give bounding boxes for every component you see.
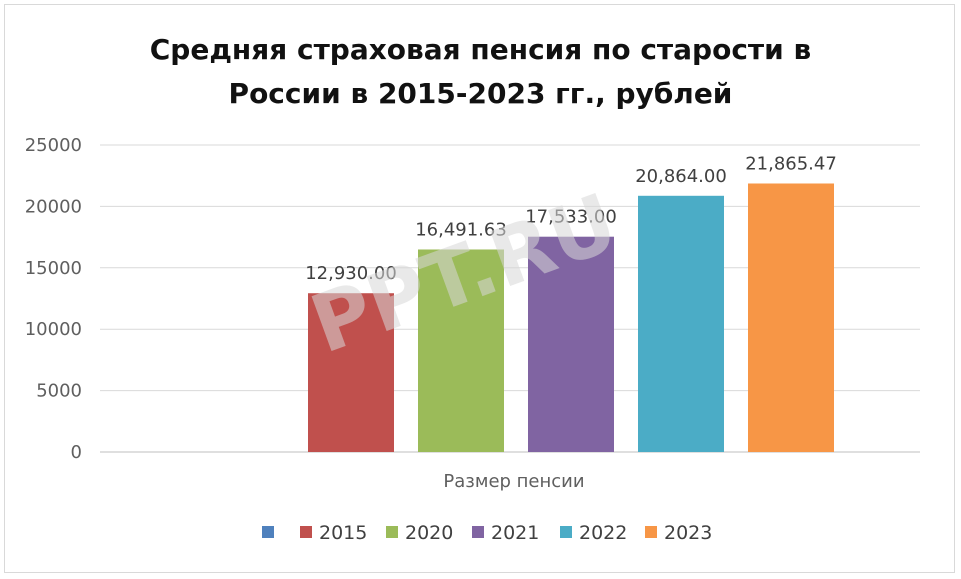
bar-2015 bbox=[308, 293, 394, 452]
bar-2022 bbox=[638, 195, 724, 452]
y-tick-label: 5000 bbox=[36, 381, 82, 402]
legend-label-2020: 2020 bbox=[405, 522, 453, 544]
chart-title-line-2: России в 2015-2023 гг., рублей bbox=[228, 77, 733, 110]
y-tick-label: 25000 bbox=[25, 135, 82, 156]
data-labels: 12,930.00 16,491.63 17,533.00 20,864.00 21,8… bbox=[305, 153, 837, 284]
legend-swatch-2022 bbox=[560, 526, 572, 538]
bars bbox=[308, 183, 834, 452]
y-tick-label: 15000 bbox=[25, 258, 82, 279]
x-axis-label: Размер пенсии bbox=[443, 471, 584, 492]
y-axis: 0 5000 10000 15000 20000 25000 bbox=[25, 135, 82, 463]
legend-swatch-blank bbox=[262, 526, 274, 538]
data-label-2020: 16,491.63 bbox=[415, 219, 507, 240]
legend-label-2021: 2021 bbox=[491, 522, 539, 544]
y-tick-label: 10000 bbox=[25, 319, 82, 340]
data-label-2021: 17,533.00 bbox=[525, 207, 617, 228]
y-tick-label: 0 bbox=[71, 442, 82, 463]
legend-label-2022: 2022 bbox=[579, 522, 627, 544]
bar-2020 bbox=[418, 249, 504, 452]
bar-2021 bbox=[528, 236, 614, 452]
y-tick-label: 20000 bbox=[25, 196, 82, 217]
legend-label-2023: 2023 bbox=[664, 522, 712, 544]
legend-label-2015: 2015 bbox=[319, 522, 367, 544]
data-label-2023: 21,865.47 bbox=[745, 153, 837, 174]
legend-swatch-2015 bbox=[300, 526, 312, 538]
data-label-2015: 12,930.00 bbox=[305, 263, 397, 284]
legend-swatch-2021 bbox=[472, 526, 484, 538]
data-label-2022: 20,864.00 bbox=[635, 166, 727, 187]
legend-swatch-2023 bbox=[645, 526, 657, 538]
legend-swatch-2020 bbox=[386, 526, 398, 538]
legend: 2015 2020 2021 2022 2023 bbox=[262, 522, 712, 544]
chart-title: Средняя страховая пенсия по старости в Р… bbox=[0, 28, 961, 116]
chart-title-line-1: Средняя страховая пенсия по старости в bbox=[149, 33, 812, 66]
bar-2023 bbox=[748, 183, 834, 452]
